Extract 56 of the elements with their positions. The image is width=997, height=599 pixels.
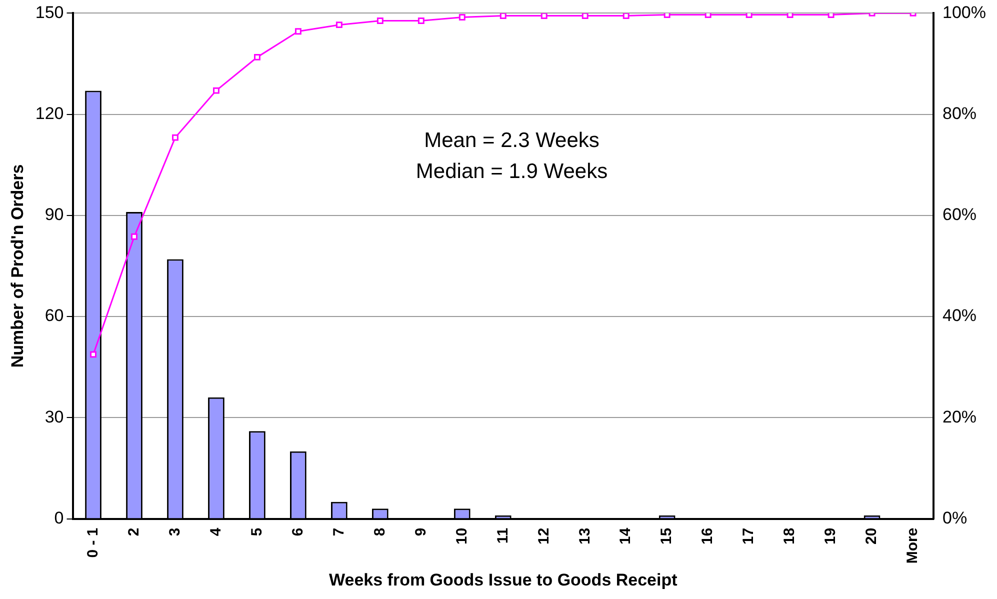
x-tick-label: 10 [453,528,470,544]
point [786,13,794,18]
x-tick-label: More [904,528,922,564]
x-tick-label: 3 [166,528,184,536]
x-tick-label: 5 [248,528,266,536]
y-tick-label: 90 [44,205,64,224]
annotation: Median = 1.9 Weeks [416,160,608,183]
point [582,13,588,19]
point [172,134,178,141]
x-tick-label: 17 [740,528,758,544]
y-tick-label: 30 [44,407,64,426]
point [294,28,302,35]
point [500,13,506,19]
x-tick-label: 2 [125,528,142,536]
point [828,13,834,18]
x-tick-label: 6 [289,528,306,536]
point [622,13,630,19]
x-tick-label: 11 [494,528,512,544]
x-tick-label: 8 [371,528,388,536]
y-tick-label: 0 [54,508,64,528]
point [746,13,752,18]
x-tick-label: 19 [822,528,840,544]
x-tick-label: 9 [412,528,430,536]
y-tick-label: 60 [44,306,64,326]
x-tick-label: 4 [207,527,224,536]
point [704,13,712,18]
y2-tick-label: 100% [942,2,986,22]
point [254,54,260,60]
x-axis-title: Weeks from Goods Issue to Goods Receipt [329,570,678,590]
x-tick-label: 20 [863,528,880,544]
y2-tick-label: 20% [942,407,977,426]
x-tick-label: 15 [658,528,676,544]
x-tick-label: 18 [781,528,798,544]
point [418,18,424,24]
y2-tick-label: 40% [942,306,977,326]
x-tick-label: 14 [617,527,634,544]
point [376,18,384,24]
y2-tick-label: 0% [942,508,968,528]
y-tick-label: 120 [35,104,64,123]
x-tick-label: 12 [535,528,552,544]
y-tick-label: 150 [35,2,64,22]
point [213,87,220,94]
x-tick-label: 13 [576,528,594,544]
x-tick-label: 16 [699,528,716,544]
point [540,13,548,19]
point [131,233,138,240]
point [458,14,466,20]
y-axis-title: Number of Prod'n Orders [8,164,27,368]
annotation: Mean = 2.3 Weeks [424,128,600,152]
point [664,13,670,18]
x-tick-label: 7 [330,528,348,536]
y2-tick-label: 60% [942,205,977,224]
point [90,351,96,358]
point [336,22,342,28]
y2-tick-label: 80% [942,104,977,123]
x-tick-label: 0 - 1 [84,528,102,558]
